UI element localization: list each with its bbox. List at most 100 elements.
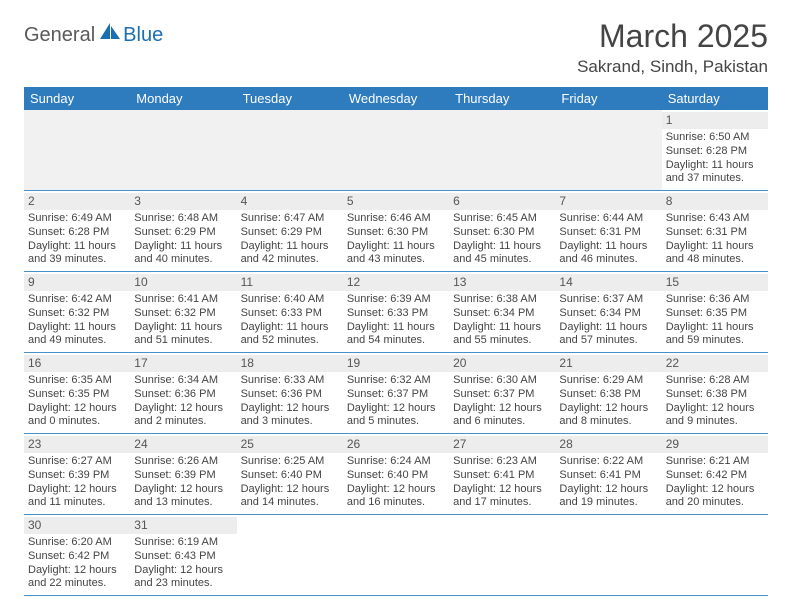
calendar-cell: 25Sunrise: 6:25 AMSunset: 6:40 PMDayligh…: [237, 434, 343, 515]
day-number: 8: [662, 193, 768, 210]
calendar-cell: 6Sunrise: 6:45 AMSunset: 6:30 PMDaylight…: [449, 191, 555, 272]
day-number: 22: [662, 355, 768, 372]
logo: General Blue: [24, 18, 163, 49]
daylight-text: Daylight: 11 hours and 45 minutes.: [453, 240, 551, 268]
calendar-cell: 27Sunrise: 6:23 AMSunset: 6:41 PMDayligh…: [449, 434, 555, 515]
daylight-text: Daylight: 12 hours and 5 minutes.: [347, 402, 445, 430]
calendar-cell: 24Sunrise: 6:26 AMSunset: 6:39 PMDayligh…: [130, 434, 236, 515]
day-number: 23: [24, 436, 130, 453]
daylight-text: Daylight: 12 hours and 8 minutes.: [559, 402, 657, 430]
calendar-cell: 29Sunrise: 6:21 AMSunset: 6:42 PMDayligh…: [662, 434, 768, 515]
sunrise-text: Sunrise: 6:32 AM: [347, 374, 445, 388]
sunrise-text: Sunrise: 6:26 AM: [134, 455, 232, 469]
day-number: 9: [24, 274, 130, 291]
calendar-cell: 3Sunrise: 6:48 AMSunset: 6:29 PMDaylight…: [130, 191, 236, 272]
calendar-cell: [555, 515, 661, 596]
day-number: 20: [449, 355, 555, 372]
sunrise-text: Sunrise: 6:23 AM: [453, 455, 551, 469]
day-number: 25: [237, 436, 343, 453]
calendar-cell: 30 Sunrise: 6:20 AMSunset: 6:42 PMDayligh…: [24, 515, 130, 596]
weekday-header: Thursday: [449, 87, 555, 110]
sunrise-text: Sunrise: 6:30 AM: [453, 374, 551, 388]
daylight-text: Daylight: 12 hours and 13 minutes.: [134, 483, 232, 511]
calendar-cell: [237, 515, 343, 596]
calendar-week-row: 16 Sunrise: 6:35 AMSunset: 6:35 PM Dayligh…: [24, 353, 768, 434]
daylight-text: Daylight: 12 hours and 22 minutes.: [28, 564, 126, 592]
sunrise-text: Sunrise: 6:47 AM: [241, 212, 339, 226]
sunset-text: Sunset: 6:39 PM: [28, 469, 126, 483]
day-number: 11: [237, 274, 343, 291]
calendar-week-row: 1 Sunrise: 6:50 AMSunset: 6:28 PMDaylight…: [24, 110, 768, 191]
day-number: 5: [343, 193, 449, 210]
sunset-text: Sunset: 6:31 PM: [666, 226, 764, 240]
daylight-text: Daylight: 11 hours and 42 minutes.: [241, 240, 339, 268]
daylight-text: Daylight: 11 hours and 37 minutes.: [666, 159, 764, 187]
day-number: 12: [343, 274, 449, 291]
calendar-cell: 19Sunrise: 6:32 AMSunset: 6:37 PMDayligh…: [343, 353, 449, 434]
sunrise-text: Sunrise: 6:40 AM: [241, 293, 339, 307]
daylight-text: Daylight: 11 hours and 55 minutes.: [453, 321, 551, 349]
logo-text-blue: Blue: [123, 24, 163, 47]
daylight-text: Daylight: 11 hours and 59 minutes.: [666, 321, 764, 349]
sunset-text: Sunset: 6:30 PM: [347, 226, 445, 240]
weekday-header-row: Sunday Monday Tuesday Wednesday Thursday…: [24, 87, 768, 110]
calendar-cell: 11 Sunrise: 6:40 AMSunset: 6:33 PMDayligh…: [237, 272, 343, 353]
sunrise-text: Sunrise: 6:25 AM: [241, 455, 339, 469]
day-number: 18: [237, 355, 343, 372]
day-number: 4: [237, 193, 343, 210]
calendar-cell: 17Sunrise: 6:34 AMSunset: 6:36 PMDayligh…: [130, 353, 236, 434]
daylight-text: Daylight: 12 hours and 6 minutes.: [453, 402, 551, 430]
sunrise-text: Sunrise: 6:49 AM: [28, 212, 126, 226]
day-number: 2: [24, 193, 130, 210]
sunrise-text: Sunrise: 6:34 AM: [134, 374, 232, 388]
day-number: 13: [449, 274, 555, 291]
day-number: 27: [449, 436, 555, 453]
calendar-week-row: 23 Sunrise: 6:27 AMSunset: 6:39 PM Dayligh…: [24, 434, 768, 515]
day-number: 28: [555, 436, 661, 453]
daylight-text: Daylight: 11 hours and 40 minutes.: [134, 240, 232, 268]
calendar-cell: 7Sunrise: 6:44 AMSunset: 6:31 PMDaylight…: [555, 191, 661, 272]
daylight-text: Daylight: 11 hours and 54 minutes.: [347, 321, 445, 349]
sunrise-text: Sunrise: 6:35 AM: [28, 374, 126, 388]
sunrise-text: Sunrise: 6:41 AM: [134, 293, 232, 307]
calendar-cell: 9Sunrise: 6:42 AMSunset: 6:32 PMDaylight…: [24, 272, 130, 353]
daylight-text: Daylight: 11 hours and 43 minutes.: [347, 240, 445, 268]
daylight-text: Daylight: 11 hours and 46 minutes.: [559, 240, 657, 268]
sunset-text: Sunset: 6:40 PM: [347, 469, 445, 483]
daylight-text: Daylight: 12 hours and 17 minutes.: [453, 483, 551, 511]
day-number: 30: [24, 517, 130, 534]
sunrise-text: Sunrise: 6:29 AM: [559, 374, 657, 388]
sunset-text: Sunset: 6:33 PM: [241, 307, 339, 321]
calendar-cell: [237, 110, 343, 191]
calendar-cell: 4Sunrise: 6:47 AMSunset: 6:29 PMDaylight…: [237, 191, 343, 272]
day-number: 1: [662, 112, 768, 129]
sunrise-text: Sunrise: 6:50 AM: [666, 131, 764, 145]
sunset-text: Sunset: 6:38 PM: [559, 388, 657, 402]
daylight-text: Daylight: 12 hours and 16 minutes.: [347, 483, 445, 511]
day-number: 16: [24, 355, 130, 372]
day-number: 24: [130, 436, 236, 453]
sunset-text: Sunset: 6:33 PM: [347, 307, 445, 321]
header: General Blue March 2025 Sakrand, Sindh, …: [24, 18, 768, 77]
sunset-text: Sunset: 6:28 PM: [666, 145, 764, 159]
calendar-cell: 1 Sunrise: 6:50 AMSunset: 6:28 PMDaylight…: [662, 110, 768, 191]
sunset-text: Sunset: 6:37 PM: [453, 388, 551, 402]
calendar-cell: 20 Sunrise: 6:30 AMSunset: 6:37 PMDayligh…: [449, 353, 555, 434]
daylight-text: Daylight: 11 hours and 52 minutes.: [241, 321, 339, 349]
sunrise-text: Sunrise: 6:48 AM: [134, 212, 232, 226]
title-block: March 2025 Sakrand, Sindh, Pakistan: [577, 18, 768, 77]
sunset-text: Sunset: 6:34 PM: [453, 307, 551, 321]
daylight-text: Daylight: 11 hours and 48 minutes.: [666, 240, 764, 268]
daylight-text: Daylight: 12 hours and 23 minutes.: [134, 564, 232, 592]
sunrise-text: Sunrise: 6:33 AM: [241, 374, 339, 388]
sunset-text: Sunset: 6:42 PM: [28, 550, 126, 564]
sunset-text: Sunset: 6:35 PM: [28, 388, 126, 402]
weekday-header: Sunday: [24, 87, 130, 110]
calendar-cell: 12Sunrise: 6:39 AMSunset: 6:33 PMDayligh…: [343, 272, 449, 353]
sunrise-text: Sunrise: 6:21 AM: [666, 455, 764, 469]
sunrise-text: Sunrise: 6:27 AM: [28, 455, 126, 469]
day-number: 21: [555, 355, 661, 372]
daylight-text: Daylight: 12 hours and 14 minutes.: [241, 483, 339, 511]
sunrise-text: Sunrise: 6:20 AM: [28, 536, 126, 550]
calendar-cell: 14Sunrise: 6:37 AMSunset: 6:34 PMDayligh…: [555, 272, 661, 353]
